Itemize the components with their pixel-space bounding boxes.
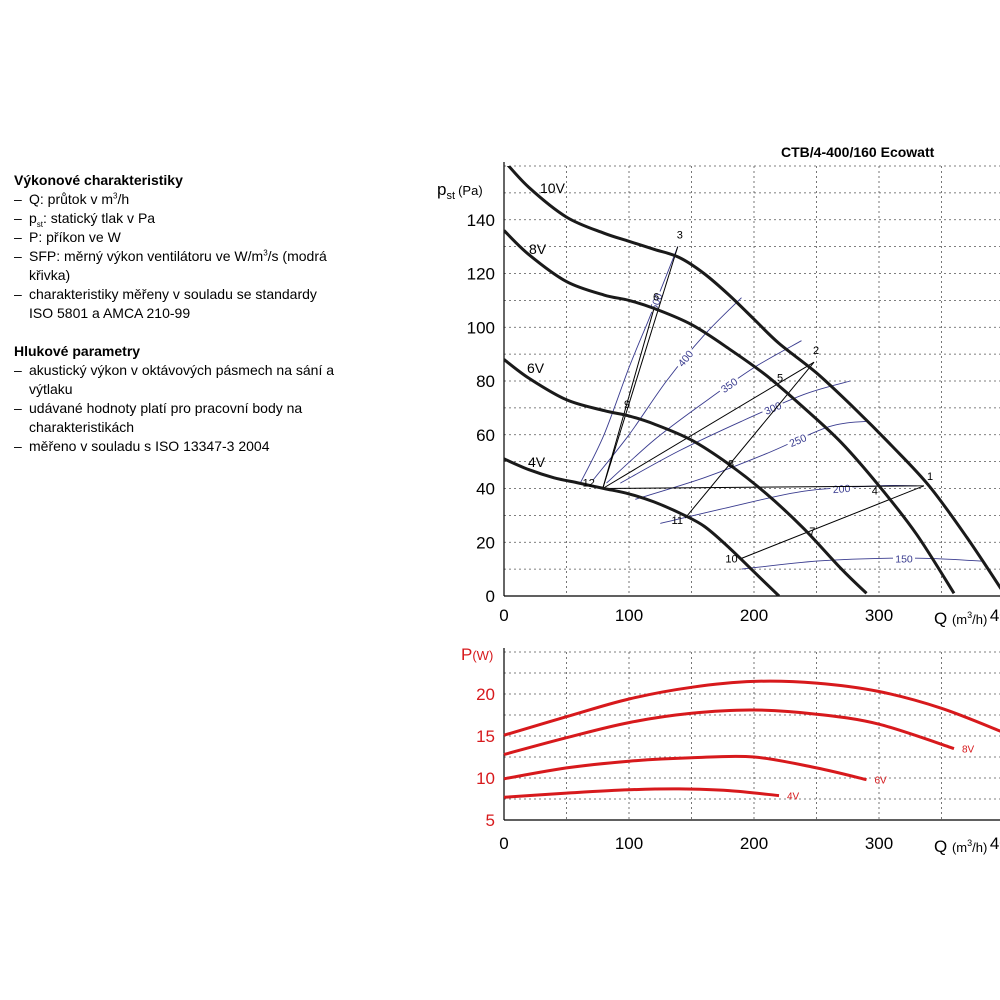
- x-tick-label: 300: [865, 834, 893, 853]
- y-tick-label: 80: [476, 372, 495, 391]
- operating-point-label: 6: [653, 291, 659, 303]
- y-tick-label: 60: [476, 426, 495, 445]
- system-line: [741, 485, 925, 559]
- y-tick-label: 120: [467, 265, 495, 284]
- operating-point-label: 2: [813, 345, 819, 357]
- y-tick-label: 140: [467, 211, 495, 230]
- sfp-label-bg: [830, 481, 853, 496]
- y-tick-label: 20: [476, 685, 495, 704]
- x-axis-label: Q (m3/h): [934, 837, 987, 856]
- operating-point-label: 11: [672, 515, 683, 527]
- operating-point-label: 4: [872, 486, 878, 498]
- operating-point-label: 8: [728, 459, 734, 471]
- operating-point-label: 9: [624, 399, 630, 411]
- system-line: [602, 361, 815, 489]
- x-tick-label: 0: [499, 606, 508, 625]
- operating-point-label: 3: [677, 230, 683, 242]
- y-tick-label: 0: [486, 587, 495, 606]
- operating-point-label: 7: [809, 526, 815, 538]
- sfp-label-bg: [893, 552, 915, 565]
- x-tick-label: 100: [615, 606, 643, 625]
- operating-point-label: 5: [777, 373, 783, 385]
- bullet-item: – Q: průtok v m3/h: [14, 191, 130, 207]
- sfp-label: 150: [895, 553, 913, 565]
- power-curve-8V: [503, 708, 955, 756]
- sfp-label-bg: [785, 430, 811, 451]
- operating-point-label: 10: [725, 553, 737, 565]
- x-tick-label: 200: [740, 834, 768, 853]
- y-axis-label: pst (Pa): [437, 180, 483, 202]
- power-chart: 51015200100200300400P(W)Q (m3/h)10V8V6V4…: [461, 645, 1000, 856]
- pressure-chart: 0 20 40 60 80 100 120 140 0 100 200 300 400 pst (Pa) Q…: [437, 162, 1000, 628]
- x-tick-label: 200: [740, 606, 768, 625]
- series-label: 4V: [787, 792, 800, 803]
- section-heading: Výkonové charakteristiky: [14, 172, 183, 188]
- series-label: 10V: [540, 180, 566, 196]
- bullet-item: – udávané hodnoty platí pro pracovní body…: [14, 400, 303, 435]
- sfp-curve: [620, 380, 851, 484]
- power-curve-4V: [503, 787, 780, 799]
- y-tick-label: 100: [467, 318, 495, 337]
- y-tick-label: 10: [476, 769, 495, 788]
- bullet-item: – charakteristiky měřeny v souladu se sta…: [14, 286, 317, 321]
- x-tick-label: 300: [865, 606, 893, 625]
- y-tick-label: 5: [486, 811, 495, 830]
- legend-text: Výkonové charakteristiky – Q: průtok v m3/…: [14, 171, 344, 456]
- y-tick-label: 20: [476, 533, 495, 552]
- fan-curve-8V: [504, 229, 956, 595]
- bullet-item: – akustický výkon v oktávových pásmech na…: [14, 362, 335, 397]
- sfp-label-bg: [716, 373, 742, 397]
- system-line: [602, 308, 655, 489]
- x-tick-label: 100: [615, 834, 643, 853]
- sfp-curve: [660, 484, 917, 524]
- x-tick-label: 0: [499, 834, 508, 853]
- x-axis-label: Q (m3/h): [934, 609, 987, 628]
- sfp-label-bg: [673, 345, 697, 371]
- system-line: [602, 485, 925, 489]
- sfp-curve: [606, 340, 802, 484]
- bullet-item: – SFP: měrný výkon ventilátoru ve W/m3/s …: [14, 248, 327, 283]
- sfp-curve: [592, 297, 742, 481]
- sfp-curve: [635, 420, 867, 500]
- bullet-item: – P: příkon ve W: [14, 229, 121, 245]
- system-line: [684, 361, 815, 519]
- x-tick-label: 400: [990, 606, 1000, 625]
- sfp-label: 200: [832, 483, 850, 496]
- series-label: 6V: [875, 776, 888, 787]
- series-label: 8V: [529, 241, 547, 257]
- y-tick-label: 40: [476, 480, 495, 499]
- operating-point-label: 12: [583, 478, 595, 490]
- fan-curve-6V: [504, 358, 868, 595]
- sfp-label-bg: [760, 398, 786, 418]
- series-label: 8V: [962, 745, 975, 756]
- product-title: CTB/4-400/160 Ecowatt: [781, 144, 935, 160]
- series-label: 6V: [527, 360, 545, 376]
- fan-curve-4V: [504, 457, 781, 596]
- series-label: 4V: [528, 454, 546, 470]
- section-heading: Hlukové parametry: [14, 343, 141, 359]
- bullet-item: – měřeno v souladu s ISO 13347-3 2004: [14, 438, 270, 454]
- y-axis-label: P(W): [461, 645, 493, 664]
- y-tick-label: 15: [476, 727, 495, 746]
- bullet-item: – pst: statický tlak v Pa: [14, 210, 156, 229]
- power-curve-6V: [503, 754, 867, 782]
- power-curve-10V: [503, 679, 1000, 737]
- sfp-curve: [741, 557, 982, 570]
- x-tick-label: 400: [990, 834, 1000, 853]
- sfp-curve: [579, 246, 679, 484]
- system-line: [602, 246, 679, 489]
- fan-curve-10V: [506, 166, 1000, 590]
- operating-point-label: 1: [927, 471, 933, 483]
